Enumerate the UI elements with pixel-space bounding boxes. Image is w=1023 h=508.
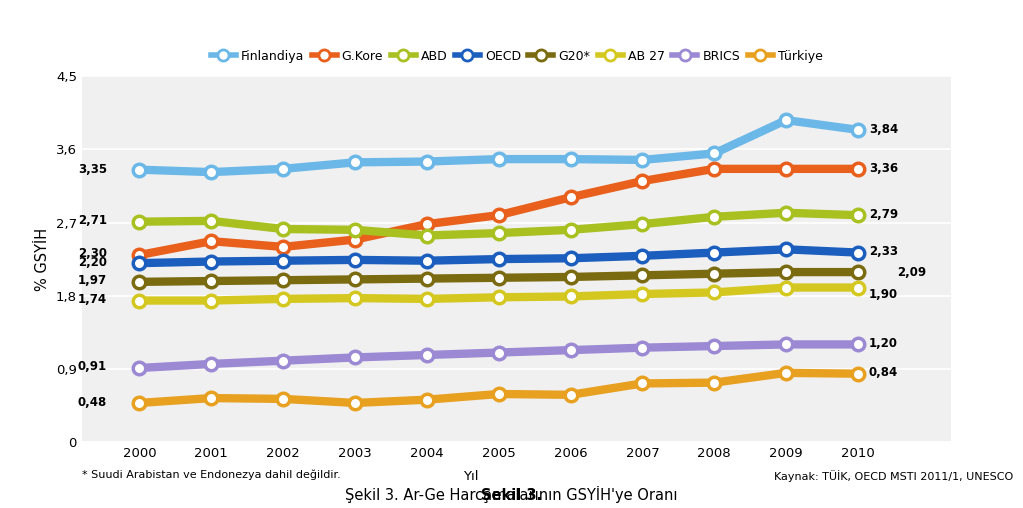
Text: 2,09: 2,09 [897, 266, 927, 278]
Text: * Suudi Arabistan ve Endonezya dahil değildir.: * Suudi Arabistan ve Endonezya dahil değ… [82, 470, 341, 481]
Text: Şekil 3. Ar-Ge Harcamalarının GSYİH'ye Oranı: Şekil 3. Ar-Ge Harcamalarının GSYİH'ye O… [345, 486, 678, 503]
Text: 2,79: 2,79 [869, 208, 898, 221]
Text: 2,71: 2,71 [78, 213, 107, 227]
Text: 1,20: 1,20 [869, 337, 898, 350]
Text: 1,74: 1,74 [78, 293, 107, 306]
Y-axis label: % GSYİH: % GSYİH [36, 228, 50, 291]
Text: 0,91: 0,91 [78, 360, 107, 373]
Text: 2,30: 2,30 [78, 247, 107, 260]
Text: 3,36: 3,36 [869, 162, 898, 175]
Legend: Finlandiya, G.Kore, ABD, OECD, G20*, AB 27, BRICS, Türkiye: Finlandiya, G.Kore, ABD, OECD, G20*, AB … [211, 50, 822, 62]
Text: 2,33: 2,33 [869, 245, 898, 258]
Text: 3,35: 3,35 [78, 163, 107, 176]
Text: 0,48: 0,48 [78, 396, 107, 408]
Text: 1,97: 1,97 [78, 274, 107, 287]
Text: 3,84: 3,84 [869, 123, 898, 136]
Text: 1,90: 1,90 [869, 288, 898, 301]
Text: 2,20: 2,20 [78, 256, 107, 269]
Text: Şekil 3.: Şekil 3. [481, 488, 542, 503]
Text: Kaynak: TÜİK, OECD MSTI 2011/1, UNESCO: Kaynak: TÜİK, OECD MSTI 2011/1, UNESCO [773, 470, 1013, 482]
Text: Yıl: Yıl [462, 470, 479, 483]
Text: 0,84: 0,84 [869, 366, 898, 379]
